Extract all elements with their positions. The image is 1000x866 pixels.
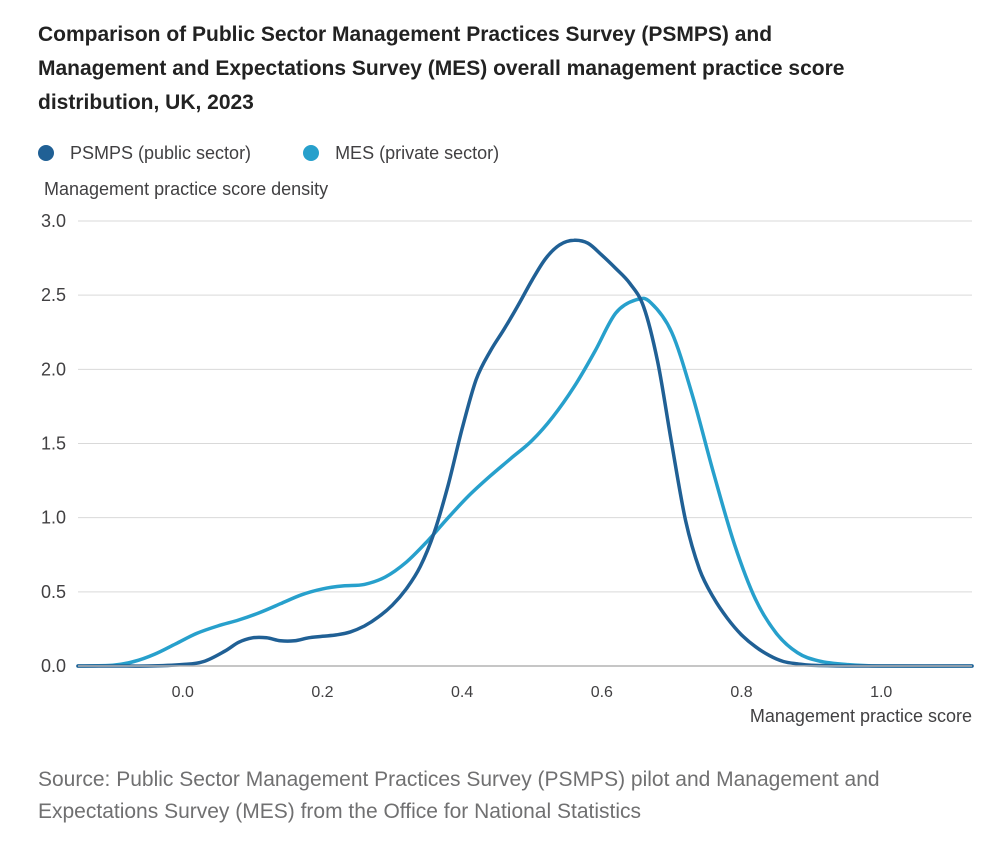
legend: PSMPS (public sector) MES (private secto… bbox=[38, 138, 551, 168]
x-tick-label: 0.6 bbox=[591, 684, 613, 701]
y-tick-label: 3.0 bbox=[41, 211, 66, 231]
y-tick-label: 0.5 bbox=[41, 582, 66, 602]
legend-label-mes: MES (private sector) bbox=[335, 142, 500, 163]
y-tick-label: 1.0 bbox=[41, 508, 66, 528]
legend-item-psmps[interactable]: PSMPS (public sector) bbox=[38, 143, 251, 164]
x-tick-label: 1.0 bbox=[870, 684, 892, 701]
legend-item-mes[interactable]: MES (private sector) bbox=[303, 143, 499, 164]
x-tick-label: 0.8 bbox=[730, 684, 752, 701]
y-tick-label: 0.0 bbox=[41, 656, 66, 676]
series-line-mes bbox=[76, 296, 974, 668]
legend-swatch-mes bbox=[303, 145, 320, 161]
y-tick-label: 2.5 bbox=[41, 285, 66, 305]
legend-label-psmps: PSMPS (public sector) bbox=[70, 142, 252, 163]
legend-swatch-psmps bbox=[38, 145, 54, 161]
y-tick-label: 2.0 bbox=[41, 359, 66, 379]
density-chart: 0.0 0.5 1.0 1.5 2.0 2.5 3.0 0.0 0.2 0.4 0.6 0.8 1.0 M… bbox=[41, 211, 974, 726]
x-tick-label: 0.0 bbox=[172, 684, 194, 701]
series-layer bbox=[76, 238, 974, 668]
grid-layer bbox=[78, 220, 972, 593]
y-tick-label: 1.5 bbox=[41, 434, 66, 454]
y-axis-label: Management practice score density bbox=[44, 179, 329, 199]
x-axis-label: Management practice score bbox=[750, 706, 972, 726]
series-line-psmps bbox=[76, 238, 974, 668]
x-tick-label: 0.4 bbox=[451, 684, 473, 701]
x-tick-label: 0.2 bbox=[311, 684, 333, 701]
axis-layer: 0.0 0.5 1.0 1.5 2.0 2.5 3.0 0.0 0.2 0.4 0.6 0.8 1.0 M… bbox=[41, 211, 972, 726]
chart-title: Comparison of Public Sector Management P… bbox=[38, 23, 845, 114]
source-note: Source: Public Sector Management Practic… bbox=[38, 768, 880, 823]
